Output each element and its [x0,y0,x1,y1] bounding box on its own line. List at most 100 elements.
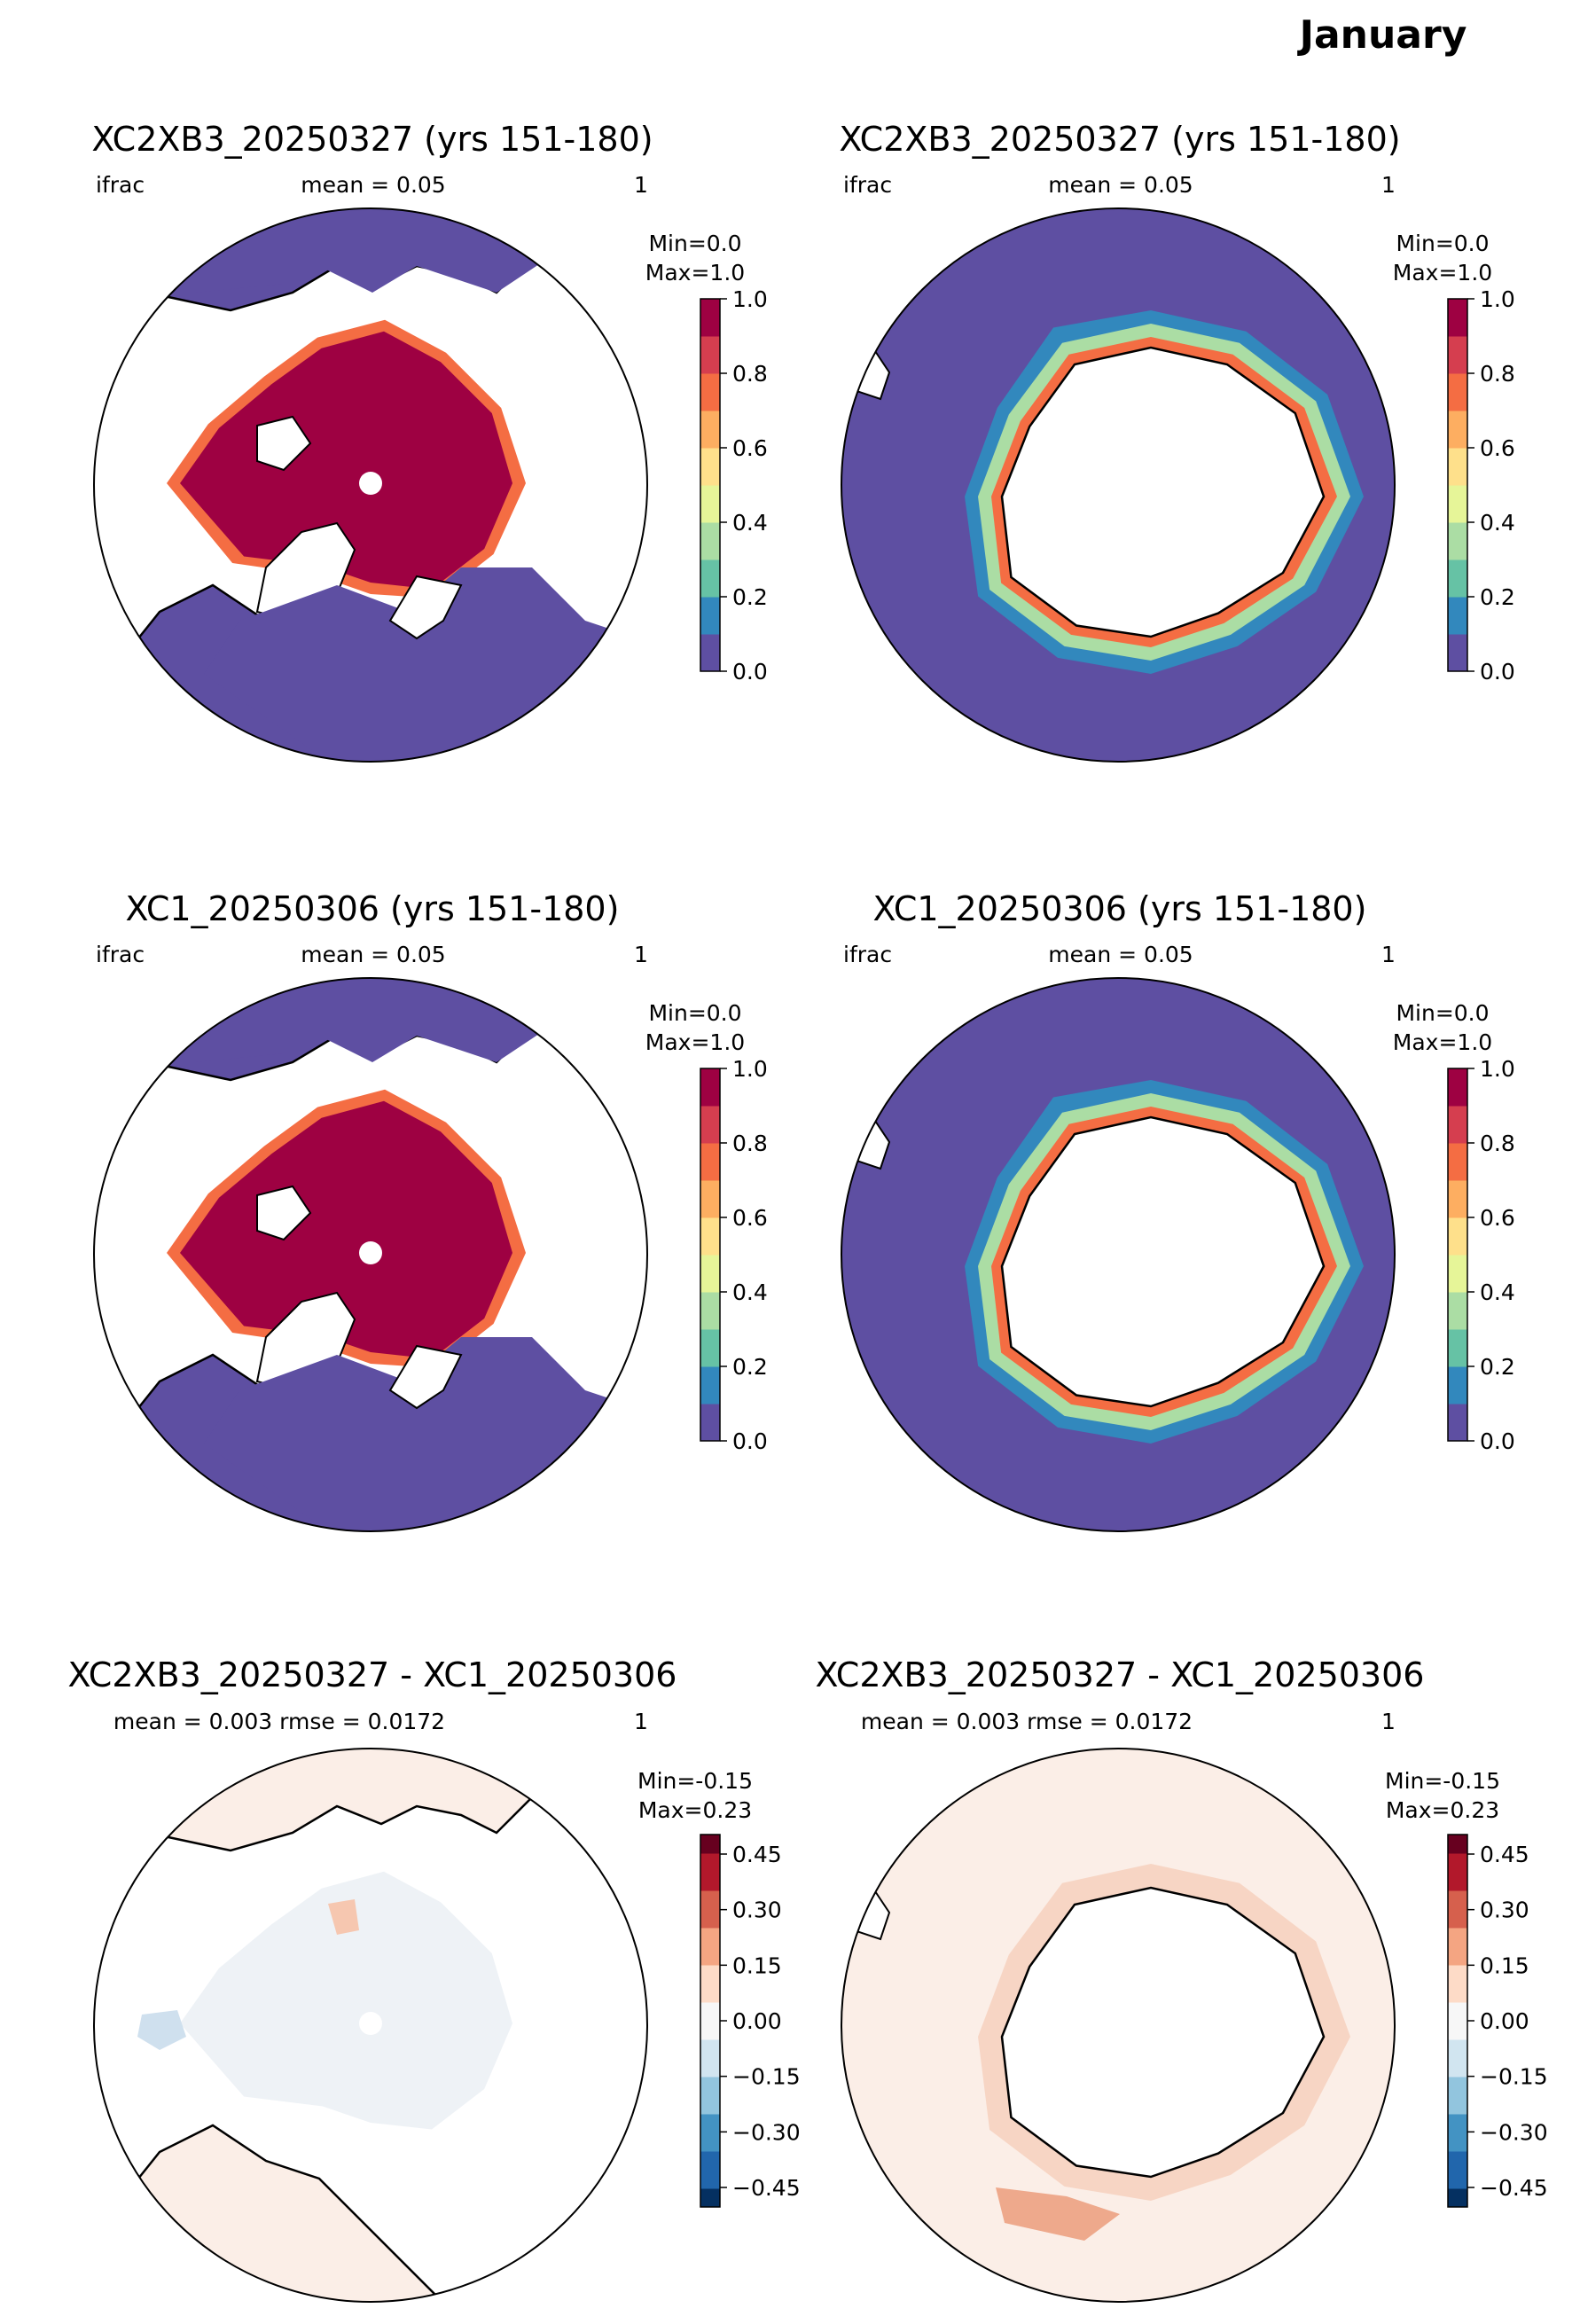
units-label: 1 [634,172,648,198]
stats-label: mean = 0.003 rmse = 0.0172 [113,1709,445,1734]
colorbar-segment [700,2188,720,2208]
panel-title: XC2XB3_20250327 (yrs 151-180) [91,120,653,159]
colorbar-segment [1448,485,1467,523]
colorbar-segment [1448,2058,1467,2078]
colorbar-frame [700,1068,721,1442]
min-label: Min=0.0 [1396,1000,1489,1026]
colorbar-segment [700,373,720,411]
colorbar-tick-label: −0.15 [1480,2064,1548,2090]
colorbar-segment [1448,1068,1467,1107]
max-label: Max=0.23 [1386,1797,1499,1823]
colorbar-segment [700,411,720,449]
units-label: 1 [634,942,648,967]
colorbar-segment [1448,411,1467,449]
pole-hole [359,472,382,495]
colorbar-tick-label: 1.0 [1480,286,1515,312]
colorbar-segment [700,1835,720,1854]
colorbar-tick-label: −0.45 [1480,2175,1548,2201]
colorbar-tick-label: 0.6 [1480,435,1515,461]
colorbar-segment [700,448,720,486]
colorbar-tick-label: 0.2 [1480,1354,1515,1380]
arctic-island [256,1185,312,1241]
colorbar-segment [1448,634,1467,672]
colorbar-tick-label: 0.0 [1480,1428,1515,1454]
colorbar-segment [700,1909,720,1929]
colorbar-segment [700,1853,720,1873]
colorbar-tick-label: 0.8 [732,361,768,387]
colorbar-segment [1448,2077,1467,2096]
colorbar-tick-label: 0.15 [1480,1952,1529,1978]
colorbar-tick-label: 0.15 [732,1952,782,1978]
colorbar-tick-label: 0.4 [1480,510,1515,536]
colorbar-segment [1448,2151,1467,2171]
colorbar-segment [1448,1890,1467,1910]
stats-label: mean = 0.05 [1048,172,1193,198]
colorbar-segment [1448,1292,1467,1330]
colorbar-frame [700,298,721,672]
colorbar-segment [1448,559,1467,598]
colorbar-segment [1448,2114,1467,2133]
colorbar-tick-label: 0.6 [732,1205,768,1231]
colorbar-segment [700,2021,720,2040]
max-label: Max=0.23 [638,1797,752,1823]
colorbar-tick-label: 1.0 [1480,1056,1515,1082]
colorbar-segment [1448,2002,1467,2022]
colorbar-segment [1448,1872,1467,1891]
colorbar: 0.0 0.2 0.4 0.6 0.8 1.0 [700,286,768,685]
colorbar-segment [700,1404,720,1442]
colorbar-tick-label: −0.15 [732,2064,801,2090]
map-boundary [841,207,1396,763]
colorbar-frame [1447,298,1468,672]
units-label: 1 [1381,172,1396,198]
colorbar-segment [1448,1366,1467,1405]
colorbar-segment [1448,2039,1467,2059]
colorbar-tick-label: 0.45 [732,1842,782,1867]
colorbar-tick-label: 1.0 [732,286,768,312]
variable-label: ifrac [96,942,145,967]
colorbar-tick-label: −0.45 [732,2175,801,2201]
panel-title: XC2XB3_20250327 (yrs 151-180) [839,120,1400,159]
colorbar-segment [700,2077,720,2096]
colorbar-tick-label: 0.0 [732,1428,768,1454]
arctic-island [256,415,312,472]
min-label: Min=-0.15 [1385,1768,1500,1794]
panels: XC2XB3_20250327 (yrs 151-180) ifrac mean =… [68,120,1548,2303]
colorbar-segment [700,485,720,523]
ice-pack [180,1100,512,1359]
colorbar-segment [700,1292,720,1330]
colorbar-segment [700,522,720,560]
variable-label: ifrac [96,172,145,198]
colorbar-segment [1448,1946,1467,1966]
colorbar-tick-label: 0.0 [1480,659,1515,685]
colorbar-segment [1448,336,1467,374]
colorbar-segment [1448,1255,1467,1293]
colorbar-tick-label: 0.6 [1480,1205,1515,1231]
colorbar-tick-label: 0.2 [732,1354,768,1380]
colorbar-segment [700,1180,720,1218]
colorbar-tick-label: 0.4 [732,1279,768,1305]
colorbar-segment [1448,2132,1467,2152]
colorbar-segment [1448,522,1467,560]
colorbar: 0.0 0.2 0.4 0.6 0.8 1.0 [1447,1056,1515,1454]
colorbar-segment [1448,597,1467,635]
colorbar-tick-label: 0.30 [1480,1898,1529,1923]
colorbar-segment [1448,1180,1467,1218]
colorbar-tick-label: 0.2 [1480,584,1515,610]
colorbar-segment [700,559,720,598]
antarctica-outline [1000,1115,1326,1408]
min-label: Min=0.0 [648,1000,741,1026]
panel-title: XC1_20250306 (yrs 151-180) [873,889,1367,928]
units-label: 1 [1381,1709,1396,1734]
map-panel-2: XC2XB3_20250327 (yrs 151-180) ifrac mean =… [839,120,1515,763]
stats-label: mean = 0.05 [1048,942,1193,967]
map-disc [841,978,1395,1531]
colorbar-segment [700,2151,720,2171]
colorbar-segment [1448,1928,1467,1947]
map-boundary [93,977,648,1532]
colorbar-segment [1448,1835,1467,1854]
colorbar-segment [1448,1217,1467,1256]
colorbar-segment [1448,1143,1467,1181]
colorbar-segment [1448,1404,1467,1442]
